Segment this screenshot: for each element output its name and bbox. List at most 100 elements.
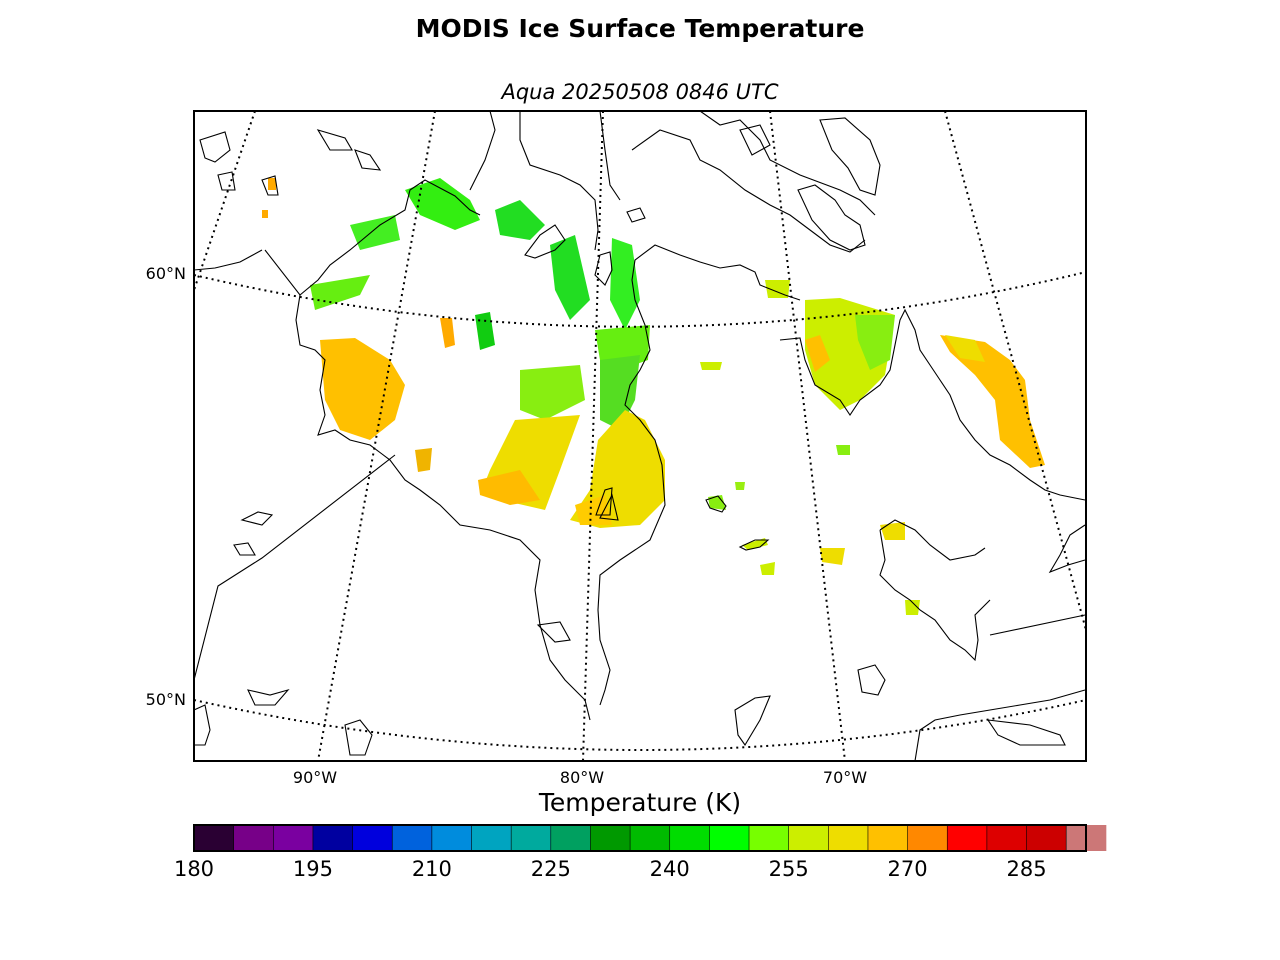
data-patch — [742, 538, 768, 550]
colorbar-frame — [193, 824, 1087, 852]
coastline-belcher — [705, 495, 727, 513]
coastline-hudson-bay-east — [597, 244, 801, 706]
data-patch — [478, 470, 540, 505]
data-patch — [945, 335, 985, 362]
data-patch — [700, 362, 722, 370]
data-patch — [940, 335, 1045, 468]
temperature-data-layer — [262, 178, 1045, 615]
lon-label-90w: 90°W — [293, 768, 337, 787]
coastline-arctic-island — [819, 117, 881, 196]
colorbar-tick-label: 180 — [174, 857, 214, 881]
coastline-baffin — [469, 111, 876, 251]
colorbar-swatch — [828, 825, 869, 851]
data-patch — [415, 448, 432, 472]
coastline-lake — [857, 664, 886, 696]
data-patch — [350, 215, 400, 250]
coastline-arctic-island — [199, 131, 231, 163]
data-patch — [268, 178, 276, 190]
colorbar-swatch — [471, 825, 512, 851]
coastline-island — [738, 539, 770, 551]
colorbar-ticks: 180 195 210 225 240 255 270 285 — [174, 857, 1047, 881]
colorbar-swatch — [947, 825, 988, 851]
chart-subtitle: Aqua 20250508 0846 UTC — [501, 80, 779, 104]
colorbar-swatch — [431, 825, 473, 851]
coastline-lake — [734, 695, 771, 747]
coastline-lake — [233, 542, 256, 556]
data-patch — [310, 275, 370, 310]
coastline-lake — [247, 688, 290, 706]
coastline-arctic-island — [739, 124, 771, 156]
map-frame — [193, 110, 1087, 762]
colorbar-tick-label: 270 — [888, 857, 928, 881]
graticule — [194, 111, 1086, 761]
coastline-arctic-island — [217, 171, 236, 191]
colorbar-tick-label: 225 — [531, 857, 571, 881]
longitude-line-90w — [194, 111, 256, 291]
colorbar-swatch — [630, 825, 671, 851]
colorbar-swatch — [1026, 825, 1067, 851]
coastline-island-inner — [595, 487, 619, 521]
coastlines — [194, 111, 1086, 761]
data-patch — [600, 355, 640, 430]
coastline-south-west — [194, 704, 211, 746]
latitude-line-60n — [194, 271, 1086, 328]
lon-label-80w: 80°W — [560, 768, 604, 787]
colorbar-swatch — [907, 825, 948, 851]
colorbar-swatch — [986, 825, 1028, 851]
colorbar-swatch — [352, 825, 393, 851]
colorbar-swatch — [550, 825, 591, 851]
lon-label-70w: 70°W — [823, 768, 867, 787]
longitude-line-80w — [582, 111, 604, 761]
coastline-south — [914, 689, 1086, 761]
colorbar-swatch — [312, 825, 354, 851]
chart-title: MODIS Ice Surface Temperature — [415, 14, 865, 43]
data-patch — [550, 235, 590, 320]
longitude-line-90w-south — [317, 111, 436, 761]
colorbar-swatch — [749, 825, 790, 851]
colorbar-swatch — [788, 825, 829, 851]
coastline-labrador — [879, 519, 1086, 662]
colorbar-swatch — [194, 825, 235, 851]
data-patch — [610, 238, 640, 330]
data-patch — [575, 495, 612, 525]
colorbar — [194, 825, 1107, 851]
coastline-baffin-south — [631, 129, 866, 253]
data-patch — [520, 365, 585, 420]
coastline-ungava — [779, 308, 1086, 501]
data-patch — [320, 338, 405, 440]
colorbar-swatch — [273, 825, 314, 851]
province-border — [194, 454, 396, 681]
data-patch — [880, 522, 905, 540]
coastline-east — [1048, 524, 1086, 574]
coastline-arctic-island — [261, 175, 279, 196]
colorbar-tick-label: 255 — [769, 857, 809, 881]
colorbar-tick-label: 285 — [1006, 857, 1046, 881]
colorbar-title: Temperature (K) — [538, 788, 741, 817]
coastline-arctic-island — [797, 184, 866, 251]
data-patch — [855, 315, 895, 370]
data-patch — [475, 312, 495, 350]
colorbar-swatch — [867, 825, 909, 851]
coastline-lake — [986, 719, 1066, 746]
coastline-arctic-island — [354, 149, 382, 171]
data-patch — [765, 280, 790, 298]
longitude-line-70w — [769, 111, 846, 761]
lat-label-60n: 60°N — [146, 264, 186, 283]
data-patch — [440, 318, 455, 348]
coastline-arctic-island — [316, 129, 353, 151]
data-patch — [495, 200, 545, 240]
coastline-lake — [344, 719, 373, 756]
data-patch — [570, 410, 665, 528]
lat-label-50n: 50°N — [146, 690, 186, 709]
colorbar-tick-label: 195 — [293, 857, 333, 881]
colorbar-swatch — [669, 825, 710, 851]
data-patch — [836, 445, 850, 455]
colorbar-swatch — [511, 825, 552, 851]
coastline-coats — [594, 251, 613, 286]
data-patch — [760, 562, 775, 575]
data-patch — [708, 495, 726, 510]
colorbar-swatch — [590, 825, 631, 851]
map-content — [194, 111, 1086, 761]
colorbar-swatch — [709, 825, 750, 851]
